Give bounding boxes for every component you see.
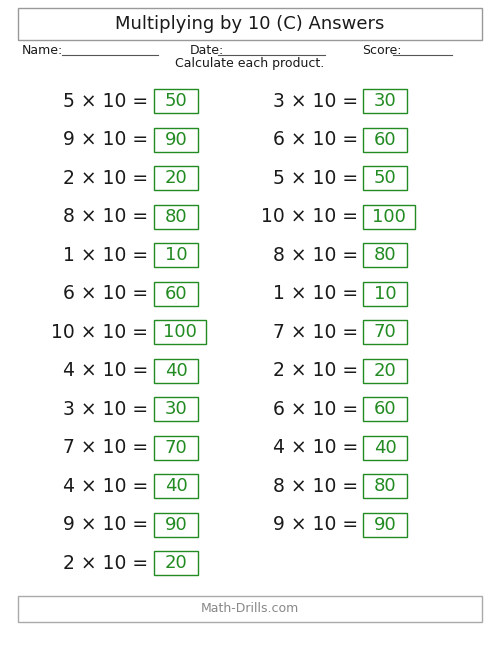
Text: 70: 70 xyxy=(164,439,188,457)
Bar xyxy=(154,551,198,575)
Text: 80: 80 xyxy=(374,477,396,495)
Text: 50: 50 xyxy=(164,93,188,110)
Bar xyxy=(363,166,407,190)
Text: Score:: Score: xyxy=(362,43,402,56)
Text: Math-Drills.com: Math-Drills.com xyxy=(201,602,299,615)
Text: 5 × 10 =: 5 × 10 = xyxy=(273,169,358,188)
Text: 100: 100 xyxy=(372,208,406,226)
Text: 70: 70 xyxy=(374,324,396,341)
Text: 4 × 10 =: 4 × 10 = xyxy=(273,438,358,457)
Text: 10: 10 xyxy=(164,247,188,264)
Bar xyxy=(18,8,482,40)
Text: 20: 20 xyxy=(164,170,188,187)
Bar xyxy=(154,513,198,537)
Bar xyxy=(363,204,415,229)
Bar xyxy=(363,281,407,306)
Bar xyxy=(154,320,206,344)
Bar xyxy=(154,243,198,267)
Text: 80: 80 xyxy=(374,247,396,264)
Bar xyxy=(154,358,198,383)
Bar xyxy=(363,127,407,152)
Text: 10 × 10 =: 10 × 10 = xyxy=(51,323,148,342)
Text: 20: 20 xyxy=(374,362,396,380)
Bar xyxy=(18,596,482,622)
Text: 100: 100 xyxy=(163,324,197,341)
Text: 60: 60 xyxy=(374,400,396,418)
Bar xyxy=(363,513,407,537)
Text: 1 × 10 =: 1 × 10 = xyxy=(273,284,358,303)
Text: 30: 30 xyxy=(164,400,188,418)
Bar xyxy=(363,243,407,267)
Text: Multiplying by 10 (C) Answers: Multiplying by 10 (C) Answers xyxy=(116,15,384,33)
Text: 2 × 10 =: 2 × 10 = xyxy=(63,169,148,188)
Text: 40: 40 xyxy=(164,362,188,380)
Text: 7 × 10 =: 7 × 10 = xyxy=(273,323,358,342)
Bar xyxy=(363,89,407,113)
Bar xyxy=(363,474,407,498)
Text: 10 × 10 =: 10 × 10 = xyxy=(261,207,358,226)
Bar xyxy=(363,358,407,383)
Text: 90: 90 xyxy=(164,131,188,149)
Text: 6 × 10 =: 6 × 10 = xyxy=(273,400,358,419)
Text: 30: 30 xyxy=(374,93,396,110)
Text: 90: 90 xyxy=(374,516,396,534)
Text: 5 × 10 =: 5 × 10 = xyxy=(63,92,148,111)
Bar xyxy=(154,397,198,421)
Text: 90: 90 xyxy=(164,516,188,534)
Text: 3 × 10 =: 3 × 10 = xyxy=(273,92,358,111)
Text: 60: 60 xyxy=(164,285,188,303)
Text: 4 × 10 =: 4 × 10 = xyxy=(63,361,148,380)
Text: 3 × 10 =: 3 × 10 = xyxy=(63,400,148,419)
Text: 40: 40 xyxy=(164,477,188,495)
Text: 50: 50 xyxy=(374,170,396,187)
Text: 2 × 10 =: 2 × 10 = xyxy=(273,361,358,380)
Text: 80: 80 xyxy=(164,208,188,226)
Text: 8 × 10 =: 8 × 10 = xyxy=(273,246,358,265)
Text: 9 × 10 =: 9 × 10 = xyxy=(63,515,148,534)
Bar xyxy=(363,435,407,460)
Text: 2 × 10 =: 2 × 10 = xyxy=(63,554,148,573)
Bar xyxy=(363,397,407,421)
Text: 6 × 10 =: 6 × 10 = xyxy=(273,130,358,149)
Text: 20: 20 xyxy=(164,554,188,572)
Text: Calculate each product.: Calculate each product. xyxy=(176,58,324,71)
Bar xyxy=(154,127,198,152)
Text: 60: 60 xyxy=(374,131,396,149)
Text: 10: 10 xyxy=(374,285,396,303)
Text: 6 × 10 =: 6 × 10 = xyxy=(63,284,148,303)
Text: 7 × 10 =: 7 × 10 = xyxy=(63,438,148,457)
Text: 1 × 10 =: 1 × 10 = xyxy=(63,246,148,265)
Text: Name:: Name: xyxy=(22,43,63,56)
Bar xyxy=(154,435,198,460)
Bar xyxy=(154,166,198,190)
Bar xyxy=(154,474,198,498)
Text: 8 × 10 =: 8 × 10 = xyxy=(273,477,358,496)
Text: 40: 40 xyxy=(374,439,396,457)
Text: 8 × 10 =: 8 × 10 = xyxy=(63,207,148,226)
Bar xyxy=(154,89,198,113)
Text: Date:: Date: xyxy=(190,43,224,56)
Bar xyxy=(154,281,198,306)
Bar xyxy=(154,204,198,229)
Text: 4 × 10 =: 4 × 10 = xyxy=(63,477,148,496)
Bar xyxy=(363,320,407,344)
Text: 9 × 10 =: 9 × 10 = xyxy=(63,130,148,149)
Text: 9 × 10 =: 9 × 10 = xyxy=(273,515,358,534)
